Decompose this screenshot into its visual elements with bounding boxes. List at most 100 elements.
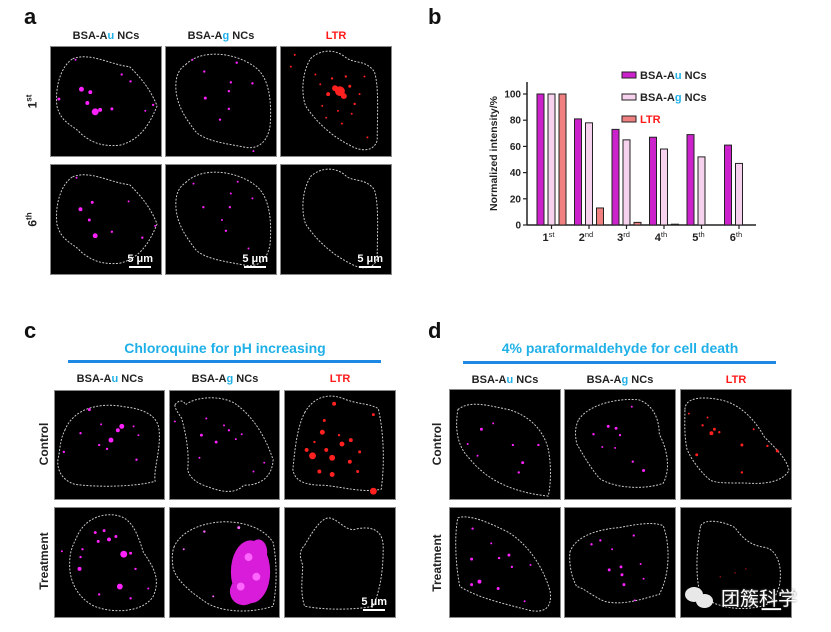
x-tick-label: 6th — [730, 230, 742, 244]
lysotracker-dots — [687, 412, 779, 474]
nanocluster-dots — [173, 417, 266, 473]
column-title-au: BSA-Au NCs — [449, 374, 561, 386]
title-prefix: BSA-A — [76, 373, 112, 385]
cell-outline — [569, 523, 669, 604]
cell-outline — [455, 516, 552, 612]
micrograph-d-control-au — [449, 389, 561, 500]
micrograph-c-treatment-ltr: 5 μm — [284, 507, 396, 618]
x-tick-label: 1st — [543, 230, 556, 244]
bar-bsa-au-ncs — [649, 136, 657, 226]
scale-bar-label: 5 μm — [357, 253, 383, 265]
title-suffix: NCs — [118, 373, 144, 385]
micrograph-d-control-ltr — [680, 389, 792, 500]
cell-image — [575, 398, 668, 488]
row-label-control: Control — [37, 422, 51, 466]
column-title-ag: BSA-Ag NCs — [165, 30, 277, 42]
bar-ltr — [596, 207, 604, 226]
panel-c-letter: c — [24, 318, 37, 343]
nanocluster-dots — [191, 58, 255, 153]
cell-image — [569, 523, 669, 604]
panel-a-letter: a — [24, 4, 37, 29]
panel-b-letter: b — [428, 4, 442, 29]
bar-bsa-ag-ncs — [660, 148, 668, 226]
row-label-treatment: Treatment — [37, 532, 51, 590]
watermark: 团簇科学 — [685, 584, 797, 611]
column-title-au: BSA-Au NCs — [50, 30, 162, 42]
x-tick-label: 2nd — [579, 230, 593, 244]
title-highlight: u — [107, 30, 115, 42]
legend-swatch — [621, 115, 637, 123]
bar-chart: 0 20 40 60 80 100 Normalized intensity/% 1st 2nd… — [488, 70, 756, 244]
column-title-ag: BSA-Ag NCs — [564, 374, 676, 386]
cell-image — [289, 50, 379, 151]
y-tick-label: 80 — [510, 116, 522, 127]
scale-bar-label: 5 μm — [242, 253, 268, 265]
title-suffix: NCs — [114, 30, 140, 42]
bar-bsa-ag-ncs — [547, 93, 556, 226]
title-suffix: NCs — [229, 30, 255, 42]
column-title-ltr: LTR — [325, 30, 347, 42]
nanocluster-dots — [466, 422, 540, 474]
y-tick-label: 60 — [510, 142, 522, 153]
cell-image — [56, 174, 158, 265]
cell-image — [696, 520, 782, 611]
cell-outline — [56, 56, 158, 147]
cell-outline — [175, 171, 272, 267]
lysotracker-dots — [304, 401, 377, 495]
bar-bsa-au-ncs — [724, 144, 732, 226]
column-title-ag: BSA-Ag NCs — [169, 373, 281, 385]
y-axis-label: Normalized intensity/% — [488, 95, 500, 211]
panel-d-header: 4% paraformaldehyde for cell death — [501, 340, 739, 356]
bar-bsa-ag-ncs — [622, 139, 631, 226]
panel-c-header: Chloroquine for pH increasing — [124, 340, 326, 356]
title-highlight: u — [506, 374, 514, 386]
scale-bar: 5 μm — [357, 253, 383, 268]
nanocluster-dots — [592, 405, 646, 472]
title-prefix: BSA-A — [72, 30, 108, 42]
bar-bsa-ag-ncs — [735, 162, 743, 226]
cell-image — [292, 395, 384, 495]
micrograph-c-control-au — [54, 390, 165, 500]
bar-ltr — [558, 93, 567, 226]
micrograph-a-1st-ltr — [280, 46, 392, 157]
cell-image — [456, 403, 551, 497]
cell-image — [57, 404, 160, 487]
row-label-treatment: Treatment — [430, 534, 444, 592]
scale-bar-label: 5 μm — [361, 596, 387, 608]
cell-image — [56, 56, 158, 147]
bar-bsa-ag-ncs — [585, 122, 593, 226]
scale-bar-label: 5 μm — [127, 253, 153, 265]
title-suffix: NCs — [233, 373, 259, 385]
x-tick-label: 3rd — [617, 230, 630, 244]
row-label-base: 1 — [25, 101, 40, 109]
micrograph-a-6th-ag: 5 μm — [165, 164, 277, 275]
cell-outline — [69, 514, 157, 612]
bar-bsa-au-ncs — [536, 93, 545, 226]
legend-label: LTR — [640, 114, 661, 126]
column-title-ltr: LTR — [725, 374, 747, 386]
cell-outline — [57, 404, 160, 487]
cell-image — [171, 521, 277, 612]
scale-bar: 5 μm — [127, 253, 153, 268]
micrograph-d-treatment-au — [449, 507, 561, 618]
cell-outline — [302, 50, 379, 151]
title-suffix: NCs — [628, 374, 654, 386]
watermark-text: 团簇科学 — [721, 588, 798, 610]
row-label-control: Control — [430, 422, 444, 466]
legend-label: BSA-Ag NCs — [640, 92, 707, 104]
y-tick-label: 0 — [515, 221, 521, 232]
scale-bar: 5 μm — [361, 596, 387, 611]
micrograph-a-1st-ag — [165, 46, 277, 157]
lysotracker-dots — [289, 53, 369, 139]
nanocluster-dots — [75, 176, 157, 239]
nanocluster-dots — [470, 527, 532, 603]
title-prefix: BSA-A — [191, 373, 227, 385]
title-prefix: BSA-A — [187, 30, 223, 42]
nanocluster-dots — [62, 408, 140, 461]
scale-bar-line — [244, 266, 267, 268]
micrograph-d-treatment-ag — [564, 507, 676, 618]
cell-outline — [684, 397, 790, 484]
panel-d-header-line — [463, 361, 776, 364]
row-label-sup: st — [24, 94, 34, 102]
bar-bsa-au-ncs — [611, 128, 620, 226]
